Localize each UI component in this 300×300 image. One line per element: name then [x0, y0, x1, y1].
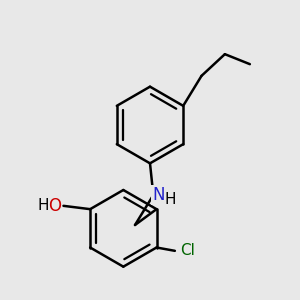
Text: H: H [37, 198, 49, 213]
Text: O: O [48, 197, 61, 215]
Text: H: H [165, 191, 176, 206]
Text: Cl: Cl [180, 243, 195, 258]
Text: N: N [152, 186, 165, 204]
